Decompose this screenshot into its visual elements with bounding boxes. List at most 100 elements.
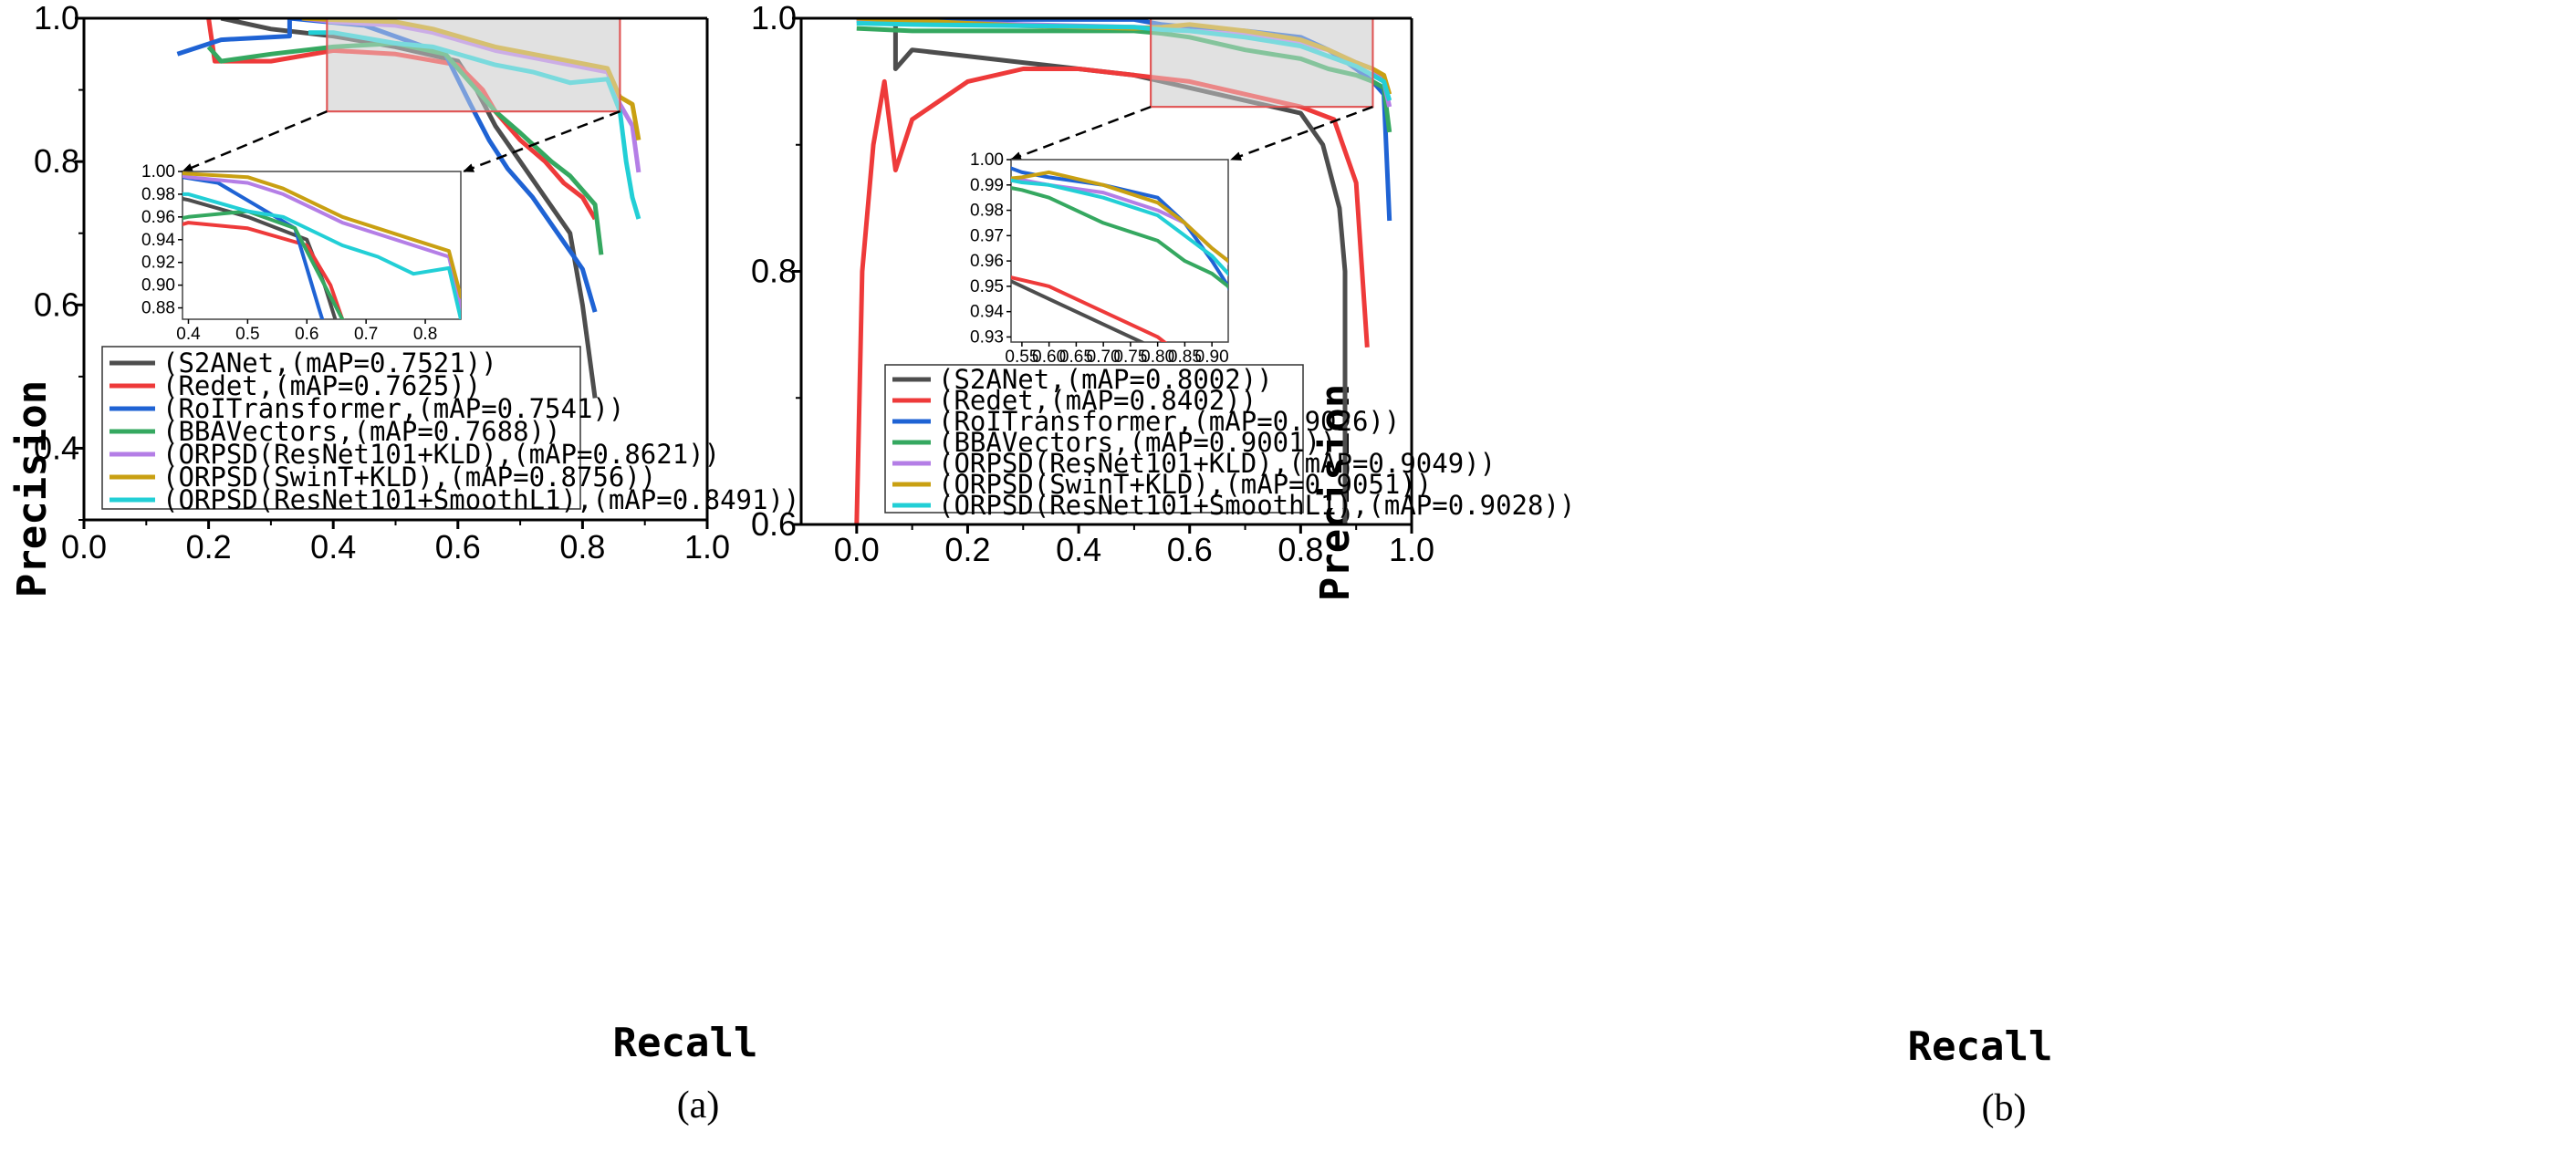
panel-b-zoom-overlay	[1150, 17, 1374, 109]
panel-b-ytick-label: 1.0	[751, 0, 797, 36]
panel-b-xlabel: Recall	[1908, 1023, 2053, 1070]
panel-a-inset-line-orpsd-r101-kld	[183, 173, 461, 314]
panel-a-inset-ytick-label: 0.88	[141, 299, 175, 318]
panel-b-inset-xtick-label: 0.90	[1195, 348, 1229, 367]
panel-a-zoom-overlay	[326, 17, 621, 113]
panel-b-inset-ytick-label: 1.00	[970, 150, 1004, 170]
panel-a-ytick-label: 0.6	[34, 285, 79, 323]
panel-a-ylabel: Precision	[9, 380, 56, 597]
panel-a-xlabel: Recall	[613, 1020, 758, 1066]
panel-b-legend-label-roitransformer: (RoITransformer,(mAP=0.9026))	[938, 406, 1400, 437]
panel-b: Precision Recall (b) 0.0 0.2 0.4 0.6 0.8 1.00…	[751, 0, 2053, 1129]
panel-b-zoom-arrow-left	[1010, 105, 1152, 161]
panel-a-ytick-label: 1.0	[34, 0, 79, 36]
panel-a-legend-label-orpsd-r101-kld: (ORPSD(ResNet101+KLD),(mAP=0.8621))	[162, 439, 720, 470]
panel-b-legend	[884, 364, 1304, 514]
panel-b-inset-line-orpsd-r101-smoothl1	[1011, 178, 1228, 277]
panel-b-inset-xtick-label: 0.75	[1113, 348, 1147, 367]
panel-a-line-roitransformer	[176, 18, 598, 313]
panel-b-inset-xtick-label: 0.60	[1032, 348, 1066, 367]
panel-b-ytick-label: 0.6	[751, 505, 797, 543]
panel-a-inset-ytick-label: 0.94	[141, 231, 175, 250]
panel-b-inset-xtick-label: 0.65	[1059, 348, 1093, 367]
panel-b-inset-ytick-label: 0.97	[970, 226, 1004, 245]
panel-b-inset-ytick-label: 0.93	[970, 327, 1004, 347]
panel-b-line-redet	[854, 67, 1370, 524]
panel-b-legend-label-s2anet: (S2ANet,(mAP=0.8002))	[938, 364, 1273, 395]
panel-b-inset-line-bbavectors	[1011, 186, 1228, 289]
panel-a-inset-line-orpsd-r101-smoothl1	[183, 192, 461, 319]
panel-a-legend-label-roitransformer: (RoITransformer,(mAP=0.7541))	[162, 393, 624, 424]
panel-a-legend-label-orpsd-r101-smoothl1: (ORPSD(ResNet101+SmoothL1),(mAP=0.8491))	[162, 484, 799, 515]
panel-b-inset-series-group	[1011, 166, 1228, 342]
panel-a-inset-xtick-label: 0.7	[354, 325, 378, 344]
panel-a-inset-xtick-label: 0.5	[235, 325, 259, 344]
panel-b-xtick-label: 0.4	[1056, 531, 1101, 568]
panel-a-line-redet	[206, 18, 598, 221]
panel-a-line-orpsd-swint-kld	[301, 18, 641, 141]
panel-a-inset-line-bbavectors	[183, 209, 345, 319]
panel-b-legend-label-orpsd-r101-kld: (ORPSD(ResNet101+KLD),(mAP=0.9049))	[938, 448, 1496, 479]
panel-b-xtick-label: 0.2	[944, 531, 990, 568]
panel-b-line-s2anet	[892, 18, 1348, 524]
panel-a-inset-ytick-label: 0.96	[141, 208, 175, 227]
panel-b-inset-line-orpsd-r101-kld	[1011, 177, 1228, 266]
panel-b-inset-line-s2anet	[1011, 279, 1146, 342]
panel-a-legend	[101, 346, 581, 510]
panel-a-caption: (a)	[677, 1085, 720, 1126]
panel-a-legend-label-orpsd-swint-kld: (ORPSD(SwinT+KLD),(mAP=0.8756))	[162, 462, 656, 493]
panel-b-legend-label-orpsd-swint-kld: (ORPSD(SwinT+KLD),(mAP=0.9051))	[938, 469, 1432, 500]
panel-b-inset-ytick-label: 0.98	[970, 202, 1004, 221]
panel-a-line-orpsd-r101-kld	[301, 18, 641, 173]
panel-b-inset-xtick-label: 0.85	[1168, 348, 1202, 367]
panel-a-line-bbavectors	[206, 41, 604, 255]
panel-a: Precision Recall (a) 0.0 0.2 0.4 0.6 0.8 1.0 0…	[9, 0, 799, 1126]
panel-a-line-orpsd-r101-smoothl1	[308, 30, 641, 220]
panel-b-inset-xtick-label: 0.70	[1087, 348, 1121, 367]
panel-a-ytick-label: 0.4	[34, 429, 79, 466]
panel-a-inset-xtick-label: 0.6	[295, 325, 318, 344]
panel-a-zoom-arrow-right	[463, 109, 621, 173]
panel-b-inset-xtick-label: 0.80	[1141, 348, 1174, 367]
panel-b-inset-line-orpsd-swint-kld	[1011, 170, 1228, 265]
panel-b-legend-label-bbavectors: (BBAVectors,(mAP=0.9001))	[938, 427, 1337, 458]
panel-b-xtick-label: 0.0	[834, 531, 880, 568]
panel-a-xtick-label: 0.8	[559, 528, 605, 566]
panel-b-xtick-label: 0.8	[1278, 531, 1323, 568]
panel-b-ylabel: Precision	[1312, 384, 1359, 601]
panel-b-caption: (b)	[1982, 1087, 2027, 1129]
panel-a-inset-ytick-label: 0.98	[141, 185, 175, 204]
panel-a-series-group	[176, 18, 641, 399]
panel-b-legend-label-redet: (Redet,(mAP=0.8402))	[938, 385, 1257, 416]
panel-b-zoom-arrow-right	[1230, 105, 1373, 161]
panel-a-inset-ytick-label: 0.92	[141, 254, 175, 273]
panel-a-xtick-label: 0.4	[310, 528, 356, 566]
panel-b-inset-ytick-label: 0.94	[970, 303, 1004, 322]
panel-a-xtick-label: 0.6	[435, 528, 481, 566]
panel-a-line-s2anet	[220, 18, 598, 399]
panel-a-xtick-label: 0.0	[61, 528, 107, 566]
panel-a-inset-line-roitransformer	[183, 175, 325, 319]
panel-b-inset-ytick-label: 0.95	[970, 277, 1004, 296]
panel-b-inset-ytick-label: 0.96	[970, 252, 1004, 271]
panel-b-xtick-label: 0.6	[1167, 531, 1213, 568]
panel-a-legend-label-s2anet: (S2ANet,(mAP=0.7521))	[162, 348, 497, 379]
panel-a-inset-ytick-label: 0.90	[141, 276, 175, 296]
panel-b-legend-label-orpsd-r101-smoothl1: (ORPSD(ResNet101+SmoothL1),(mAP=0.9028))	[938, 490, 1575, 521]
panel-a-inset-line-s2anet	[183, 196, 338, 319]
panel-b-ytick-label: 0.8	[751, 253, 797, 290]
panel-b-inset-ytick-label: 0.99	[970, 176, 1004, 195]
panel-a-zoom-arrow-left	[182, 109, 328, 173]
panel-a-inset-line-orpsd-swint-kld	[183, 171, 461, 299]
panel-a-ytick-label: 0.8	[34, 142, 79, 180]
panel-a-xtick-label: 1.0	[684, 528, 730, 566]
panel-a-inset-xtick-label: 0.4	[176, 325, 201, 344]
panel-a-xtick-label: 0.2	[186, 528, 232, 566]
panel-a-legend-label-bbavectors: (BBAVectors,(mAP=0.7688))	[162, 416, 561, 447]
panel-a-inset-xtick-label: 0.8	[413, 325, 437, 344]
panel-a-inset-series-group	[183, 171, 461, 319]
panel-a-inset-line-redet	[183, 221, 345, 319]
panel-a-legend-label-redet: (Redet,(mAP=0.7625))	[162, 370, 481, 401]
panel-b-xtick-label: 1.0	[1389, 531, 1434, 568]
